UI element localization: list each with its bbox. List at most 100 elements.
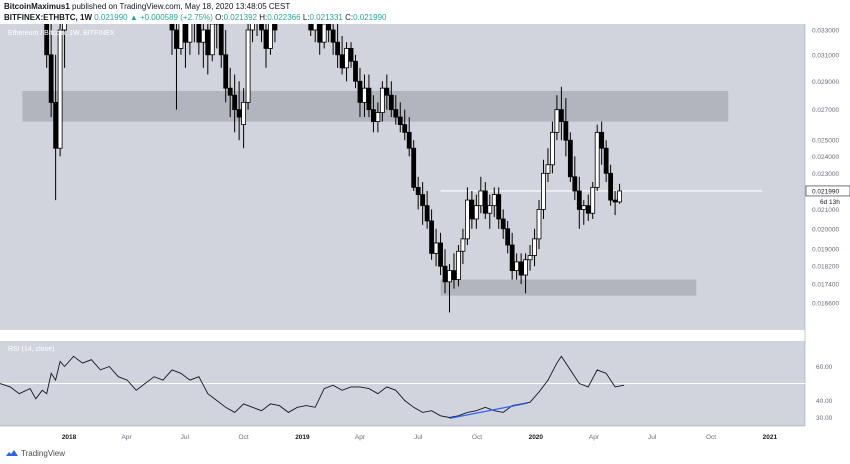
candle-body-down bbox=[236, 109, 242, 118]
candle-body-down bbox=[227, 87, 233, 96]
candle-body-down bbox=[397, 116, 403, 126]
time-tick-label: 2018 bbox=[62, 434, 77, 441]
candle-body-down bbox=[348, 48, 354, 62]
published-text: published on TradingView.com, May 18, 20… bbox=[72, 2, 291, 11]
candle bbox=[554, 95, 560, 141]
candle bbox=[617, 183, 622, 204]
footer-brand[interactable]: TradingView bbox=[21, 449, 66, 458]
open-value: 0.021392 bbox=[223, 13, 257, 22]
low-label: L: bbox=[302, 13, 310, 22]
candle bbox=[532, 228, 537, 267]
candle bbox=[53, 54, 59, 201]
candle-body-up bbox=[241, 101, 247, 126]
candle bbox=[344, 42, 349, 82]
candle bbox=[174, 24, 179, 110]
candle bbox=[227, 67, 233, 118]
rsi-trendline bbox=[449, 402, 529, 419]
candle-body-up bbox=[473, 205, 479, 220]
candle bbox=[460, 228, 466, 265]
candle-body-down bbox=[599, 131, 605, 149]
candle bbox=[330, 24, 336, 55]
candle-body-down bbox=[263, 29, 269, 49]
candle-body-down bbox=[196, 24, 202, 43]
candle bbox=[447, 264, 452, 313]
candle bbox=[558, 86, 564, 141]
candle bbox=[429, 209, 434, 260]
candle bbox=[550, 121, 555, 174]
candle-body-down bbox=[393, 109, 399, 118]
candle bbox=[496, 187, 502, 229]
candle bbox=[312, 24, 318, 43]
candle bbox=[603, 140, 609, 183]
price-tick-label: 0.016600 bbox=[812, 300, 839, 307]
candle-body-down bbox=[232, 94, 238, 111]
candle bbox=[200, 24, 206, 68]
candle-body-down bbox=[183, 24, 188, 43]
candle-body-down bbox=[563, 121, 569, 141]
candle-body-up bbox=[550, 131, 555, 166]
candle-body-down bbox=[603, 147, 609, 174]
price-tick-label: 0.025000 bbox=[812, 138, 839, 145]
candle-body-up bbox=[464, 199, 470, 240]
chart-area[interactable]: Ethereum / Bitcoin, 1W, BITFINEX 0.033000… bbox=[0, 0, 850, 446]
candle bbox=[169, 24, 175, 55]
candle bbox=[357, 67, 363, 118]
candle bbox=[509, 232, 515, 280]
support-zone bbox=[440, 279, 697, 296]
candle bbox=[218, 24, 224, 68]
candle bbox=[456, 245, 461, 287]
candle bbox=[581, 200, 587, 225]
price-tick-label: 0.020000 bbox=[812, 226, 839, 233]
candle-body-up bbox=[487, 205, 493, 214]
candle bbox=[259, 24, 264, 43]
candle-body-down bbox=[53, 101, 59, 149]
candle bbox=[268, 24, 273, 55]
candle-body-up bbox=[594, 131, 600, 188]
candle bbox=[308, 24, 314, 37]
time-tick-label: 2019 bbox=[295, 434, 310, 441]
candle bbox=[585, 194, 591, 221]
candle-body-down bbox=[223, 54, 229, 89]
candle bbox=[245, 24, 251, 110]
candle-body-up bbox=[192, 7, 196, 13]
time-tick-label: Apr bbox=[589, 434, 600, 441]
time-tick-label: Jul bbox=[414, 434, 423, 441]
candle bbox=[362, 74, 367, 118]
candle bbox=[438, 232, 443, 276]
candle-body-up bbox=[255, 7, 259, 19]
candle bbox=[491, 187, 497, 218]
candle-body-up bbox=[523, 259, 528, 276]
candle bbox=[411, 140, 417, 191]
author-name[interactable]: BitcoinMaximus1 bbox=[4, 2, 70, 11]
candle-body-up bbox=[187, 24, 193, 43]
candle-body-down bbox=[335, 41, 341, 56]
candle bbox=[451, 253, 457, 289]
candle bbox=[384, 74, 390, 110]
price-tick-label: 0.019000 bbox=[812, 247, 839, 254]
candle bbox=[527, 245, 533, 271]
candle-body-up bbox=[375, 112, 381, 122]
candle-body-down bbox=[518, 261, 524, 276]
candle bbox=[505, 220, 511, 254]
candle-body-down bbox=[174, 29, 179, 49]
candle-body-down bbox=[308, 24, 314, 31]
candle bbox=[612, 190, 618, 216]
candle bbox=[57, 24, 63, 157]
tradingview-logo-icon[interactable] bbox=[6, 449, 18, 458]
candle bbox=[572, 156, 578, 201]
candle bbox=[214, 24, 220, 49]
candle-body-down bbox=[169, 24, 175, 31]
candle-body-down bbox=[469, 199, 475, 220]
time-tick-label: Apr bbox=[355, 434, 366, 441]
candle bbox=[402, 109, 408, 141]
candle-body-down bbox=[567, 139, 573, 178]
candle-body-up bbox=[590, 186, 596, 214]
candle-body-up bbox=[209, 24, 215, 56]
candle-body-down bbox=[411, 147, 417, 188]
candle bbox=[317, 24, 323, 55]
candle-body-up bbox=[362, 87, 367, 103]
candle bbox=[420, 182, 426, 225]
candle-body-up bbox=[554, 109, 560, 133]
candle-body-down bbox=[388, 94, 394, 111]
candle bbox=[536, 200, 542, 250]
